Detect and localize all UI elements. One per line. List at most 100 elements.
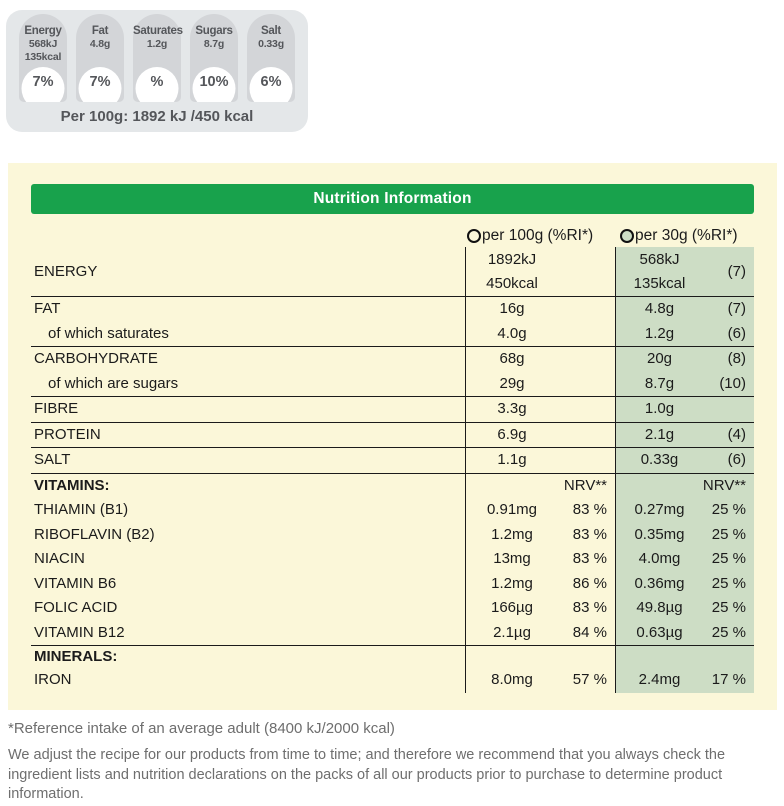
per-100g-value-cell: 29g: [465, 371, 558, 396]
row-label: VITAMIN B12: [34, 623, 125, 641]
badge-percent: 10%: [199, 74, 229, 90]
per-30g-ri: (4): [727, 425, 746, 443]
gda-badge-fat: Fat 4.8g 7%: [76, 14, 124, 102]
gda-badge-energy: Energy 568kJ 135kcal 7%: [19, 14, 67, 102]
badge-percent: 6%: [260, 74, 282, 90]
per-100g-value-cell: 1.1g: [465, 448, 558, 473]
per-30g-value: 0.33g: [640, 451, 679, 469]
row-protein: PROTEIN 6.9g 2.1g (4): [31, 421, 754, 448]
per-30g-value: 0.36mg: [634, 574, 685, 592]
per-100g-radio-icon[interactable]: [467, 229, 481, 243]
panel-title-bar: Nutrition Information: [31, 184, 754, 214]
per-100g-value-cell: [465, 473, 558, 498]
per-100g-value: 4.0g: [497, 324, 527, 342]
per-100g-value-cell: 68g: [465, 347, 558, 372]
per-30g-value: 0.27mg: [634, 501, 685, 519]
per-100g-ri: 84 %: [572, 623, 607, 641]
per-100g-ri: 83 %: [572, 599, 607, 617]
table-body: ENERGY 1892kJ 450kcal 568kJ 135kcal (7) …: [31, 247, 754, 693]
per-30g-ri-cell: (4): [703, 422, 754, 447]
per-100g-ri-cell: NRV**: [558, 474, 615, 499]
per-100g-ri-cell: [558, 322, 615, 347]
row-label: VITAMIN B6: [34, 574, 117, 592]
per-30g-ri: (7): [727, 300, 746, 318]
row-label-cell: CARBOHYDRATE: [31, 347, 465, 372]
row-fibre: FIBRE 3.3g 1.0g: [31, 396, 754, 422]
row-label-cell: VITAMIN B12: [31, 621, 465, 646]
per-100g-value-line2: 450kcal: [486, 274, 538, 292]
per-100g-ri-cell: 57 %: [558, 668, 615, 693]
per-30g-ri: (10): [719, 374, 746, 392]
per-100g-value: 6.9g: [497, 425, 527, 443]
row-sugars: of which are sugars 29g 8.7g (10): [31, 371, 754, 397]
per-30g-value-cell: 20g: [615, 347, 703, 372]
recipe-disclaimer: We adjust the recipe for our products fr…: [8, 747, 726, 802]
column-header-per-100g: per 100g (%RI*): [465, 227, 615, 245]
per-30g-value-cell: [615, 646, 703, 668]
per-30g-ri: 25 %: [711, 574, 746, 592]
gda-badge-salt: Salt 0.33g 6%: [247, 14, 295, 102]
row-label-cell: FOLIC ACID: [31, 596, 465, 621]
per-30g-value: 2.4mg: [638, 671, 681, 689]
per-30g-ri: NRV**: [702, 476, 746, 494]
row-folic-acid: FOLIC ACID 166µg 83 % 49.8µg 25 %: [31, 596, 754, 621]
badge-label: Salt: [261, 25, 281, 37]
per-100g-value: 3.3g: [497, 400, 527, 418]
percent-circle: 7%: [21, 67, 65, 102]
per-30g-ri: 25 %: [711, 501, 746, 519]
badge-value: 1.2g: [146, 38, 168, 50]
row-label-cell: NIACIN: [31, 547, 465, 572]
row-label-cell: FAT: [31, 297, 465, 322]
per-100g-ri: 83 %: [572, 550, 607, 568]
badge-value: 568kJ: [28, 38, 58, 50]
row-label-cell: FIBRE: [31, 397, 465, 422]
gda-summary-card: Energy 568kJ 135kcal 7% Fat 4.8g 7% Satu…: [6, 10, 308, 132]
per-100g-ri-cell: 83 %: [558, 523, 615, 548]
row-energy: ENERGY 1892kJ 450kcal 568kJ 135kcal (7): [31, 247, 754, 296]
row-label-cell: MINERALS:: [31, 646, 465, 668]
per-30g-radio-icon[interactable]: [620, 229, 634, 243]
per-30g-ri-cell: (8): [703, 347, 754, 372]
per-100g-value-cell: 4.0g: [465, 321, 558, 346]
per-30g-value-cell: 2.4mg: [615, 668, 703, 693]
per-30g-value-cell: 0.33g: [615, 448, 703, 473]
per-30g-value-cell: 1.2g: [615, 321, 703, 346]
badge-circle-clip: %: [133, 62, 181, 102]
row-label: PROTEIN: [34, 425, 101, 443]
gda-badge-row: Energy 568kJ 135kcal 7% Fat 4.8g 7% Satu…: [19, 14, 295, 102]
row-label-cell: VITAMINS:: [31, 474, 465, 499]
per-100g-value: 29g: [499, 374, 525, 392]
row-label-cell: PROTEIN: [31, 423, 465, 448]
badge-circle-clip: 7%: [19, 62, 67, 102]
row-label-cell: of which are sugars: [31, 372, 465, 397]
badge-percent: 7%: [32, 74, 54, 90]
row-label: FAT: [34, 300, 61, 318]
badge-label: Sugars: [195, 25, 233, 37]
row-label: IRON: [34, 671, 72, 689]
per-100g-ri-cell: 83 %: [558, 596, 615, 621]
per-100g-value-cell: 16g: [465, 297, 558, 322]
per-30g-ri-cell: 25 %: [703, 498, 754, 523]
per-30g-value-cell: [615, 473, 703, 498]
per-30g-ri-cell: (6): [703, 321, 754, 346]
per-30g-ri-cell: 25 %: [703, 571, 754, 596]
per-30g-ri-cell: 25 %: [703, 547, 754, 572]
per-100g-ri: 83 %: [572, 525, 607, 543]
percent-circle: 7%: [78, 67, 122, 102]
row-label-cell: THIAMIN (B1): [31, 498, 465, 523]
per-100g-value: 16g: [499, 300, 525, 318]
badge-circle-clip: 7%: [76, 62, 124, 102]
per-100g-value-cell: 1892kJ 450kcal: [465, 247, 558, 296]
per-100g-value-cell: 1.2mg: [465, 571, 558, 596]
per-30g-value: 0.35mg: [634, 525, 685, 543]
row-label: ENERGY: [34, 262, 98, 280]
per-100g-value-cell: 166µg: [465, 596, 558, 621]
per-100g-ri-cell: [558, 448, 615, 473]
row-label: CARBOHYDRATE: [34, 350, 158, 368]
row-label: FIBRE: [34, 400, 79, 418]
per-30g-ri: 25 %: [711, 599, 746, 617]
row-salt: SALT 1.1g 0.33g (6): [31, 447, 754, 473]
per-30g-value-cell: 4.0mg: [615, 547, 703, 572]
per-100g-value: 0.91mg: [486, 501, 538, 519]
row-thiamin-b1: THIAMIN (B1) 0.91mg 83 % 0.27mg 25 %: [31, 498, 754, 523]
